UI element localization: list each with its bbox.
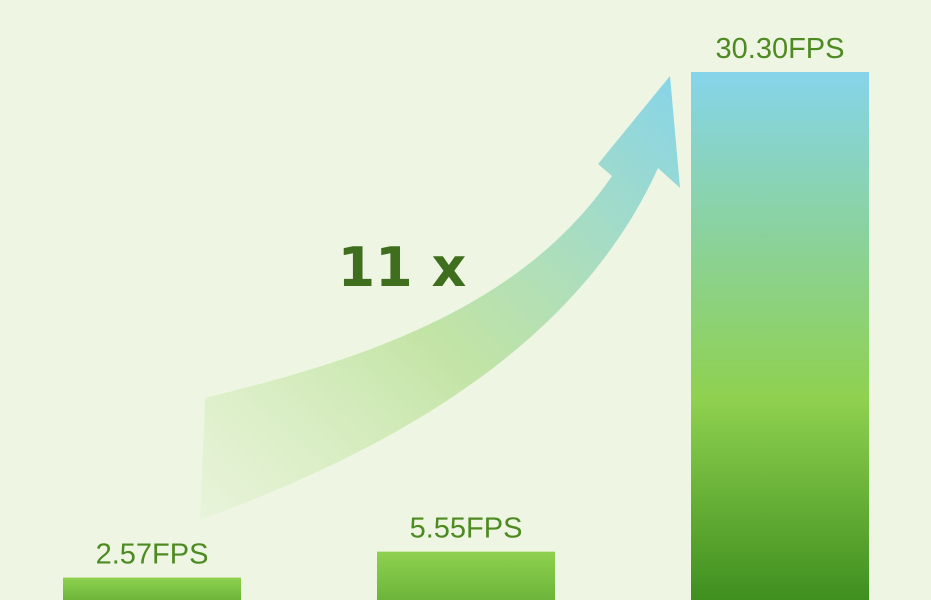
bar-3 (691, 72, 869, 600)
multiplier-annotation: 11 x (338, 236, 467, 299)
bar-1 (63, 577, 241, 600)
data-labels-layer: 2.57FPS 5.55FPS 30.30FPS (96, 33, 845, 571)
bars-layer (63, 72, 869, 600)
bar-2 (377, 551, 555, 600)
data-label-3: 30.30FPS (716, 33, 845, 65)
data-label-1: 2.57FPS (96, 539, 209, 571)
growth-arrow (200, 76, 680, 520)
data-label-2: 5.55FPS (410, 513, 523, 545)
